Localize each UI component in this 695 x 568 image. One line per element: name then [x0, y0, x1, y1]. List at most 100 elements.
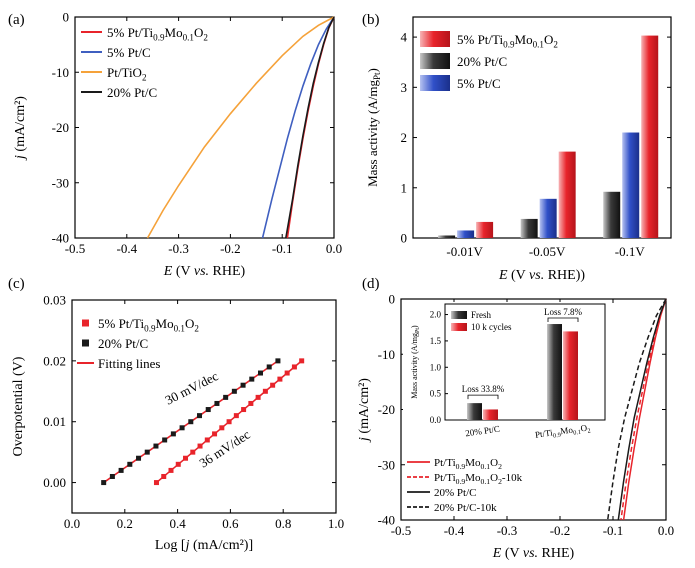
x-tick-label: -0.1 [272, 241, 293, 256]
legend-label: 5% Pt/Ti0.9Mo0.1O2 [457, 32, 558, 49]
inset-bracket [467, 394, 499, 400]
x-tick-label: 0.2 [117, 516, 133, 531]
bar [539, 198, 557, 238]
inset-y-tick-label: 0.0 [430, 415, 442, 425]
y-axis-label: j (mA/cm²) [357, 378, 372, 443]
bar [438, 235, 456, 238]
x-tick-label: 0.0 [326, 241, 342, 256]
x-tick-label: -0.4 [117, 241, 138, 256]
y-tick-label: 0.01 [43, 414, 66, 429]
legend-label: Pt/TiO2 [107, 65, 147, 82]
inset-legend-label: 10 k cycles [471, 322, 512, 332]
data-point [168, 467, 174, 473]
x-axis-label: E (V vs. RHE)) [498, 268, 585, 283]
inset-y-tick-label: 0.5 [430, 389, 442, 399]
x-tick-label: -0.3 [168, 241, 189, 256]
data-point [179, 425, 185, 431]
data-point [212, 431, 218, 437]
data-point [262, 388, 268, 394]
series-line-2 [617, 298, 667, 521]
x-tick-label: -0.01V [446, 244, 483, 259]
inset-loss-label: Loss 7.8% [544, 307, 583, 317]
x-tick-label: -0.5 [65, 241, 86, 256]
data-point [291, 364, 297, 370]
data-point [183, 455, 189, 461]
inset-legend-swatch [451, 323, 467, 331]
y-tick-label: 0 [401, 231, 408, 246]
legend-swatch [420, 75, 450, 91]
y-tick-label: -40 [378, 513, 395, 528]
legend-label: 20% Pt/C [434, 487, 476, 499]
x-tick-label: 0.6 [222, 516, 239, 531]
x-tick-label: -0.2 [220, 241, 241, 256]
legend-label: 20% Pt/C [98, 336, 148, 351]
data-point [270, 382, 276, 388]
legend-label: 5% Pt/Ti0.9Mo0.1O2 [107, 25, 208, 42]
data-point [299, 358, 305, 364]
data-point [161, 473, 167, 479]
x-tick-label: 1.0 [328, 516, 344, 531]
y-axis-label: Overpotential (V) [11, 356, 26, 456]
data-point [275, 358, 281, 364]
inset-y-tick-label: 1.0 [430, 362, 442, 372]
data-point [255, 394, 261, 400]
panel-label-a: (a) [8, 12, 25, 28]
slope-annotation: 36 mV/dec [196, 427, 253, 471]
y-tick-label: 1 [401, 180, 408, 195]
legend-swatch [420, 31, 450, 47]
inset-bar [467, 403, 482, 420]
inset-legend-swatch [451, 311, 467, 319]
data-point [223, 394, 229, 400]
y-tick-label: 0 [63, 10, 70, 25]
y-tick-label: 2 [401, 130, 408, 145]
inset-bar [483, 409, 498, 420]
legend-label: 20% Pt/C [107, 85, 157, 100]
series-line-0 [286, 16, 335, 239]
x-tick-label: -0.3 [497, 523, 518, 538]
y-axis-label: j (mA/cm²) [13, 96, 28, 161]
data-point [241, 407, 247, 413]
panel-c: 0.0 0.2 0.4 0.6 0.8 1.0 0.00 0.01 0.02 0.03 30 mV/… [11, 293, 344, 554]
data-point [190, 449, 196, 455]
y-tick-label: 0.02 [43, 353, 66, 368]
series-line-3 [606, 298, 667, 521]
legend-swatch [82, 319, 89, 327]
y-tick-label: 3 [401, 80, 408, 95]
inset-y-tick-label: 1.5 [430, 336, 442, 346]
panel-b: 0 1 2 3 4 -0.01V -0.05V -0.1V 5% Pt/Ti0.9Mo0.1O2… [365, 16, 672, 283]
inset-x-tick-label: 20% Pt/C [465, 424, 501, 439]
series-line-2 [146, 16, 335, 239]
data-point [226, 419, 232, 425]
bar [520, 218, 538, 238]
data-point [248, 400, 254, 406]
y-tick-label: -40 [52, 231, 69, 246]
x-tick-label: 0.0 [658, 523, 674, 538]
legend-swatch [82, 339, 89, 347]
bar [641, 35, 659, 238]
series-line-1 [261, 16, 335, 239]
plot-frame [71, 299, 337, 514]
legend-swatch [420, 53, 450, 69]
data-point [175, 461, 181, 467]
inset-y-tick-label: 2.0 [430, 310, 442, 320]
inset-bar [563, 331, 578, 420]
y-tick-label: -20 [52, 120, 69, 135]
inset-y-axis-label: Mass activity (A/mgPt) [410, 325, 421, 399]
x-tick-label: 0.4 [169, 516, 186, 531]
data-point [136, 455, 142, 461]
data-point [127, 461, 133, 467]
legend-label: 5% Pt/C [457, 76, 501, 91]
legend-label: 5% Pt/Ti0.9Mo0.1O2 [98, 316, 199, 333]
data-point [109, 473, 115, 479]
legend-label: 20% Pt/C-10k [434, 502, 497, 514]
x-axis-label: E (V vs. RHE) [492, 546, 575, 561]
legend-label: Fitting lines [98, 356, 160, 371]
data-point [144, 449, 150, 455]
data-point [249, 376, 255, 382]
data-point [266, 364, 272, 370]
x-tick-label: -0.1 [603, 523, 624, 538]
bar [476, 221, 494, 238]
data-point [162, 437, 168, 443]
data-point [153, 443, 159, 449]
x-tick-label: -0.05V [529, 244, 566, 259]
